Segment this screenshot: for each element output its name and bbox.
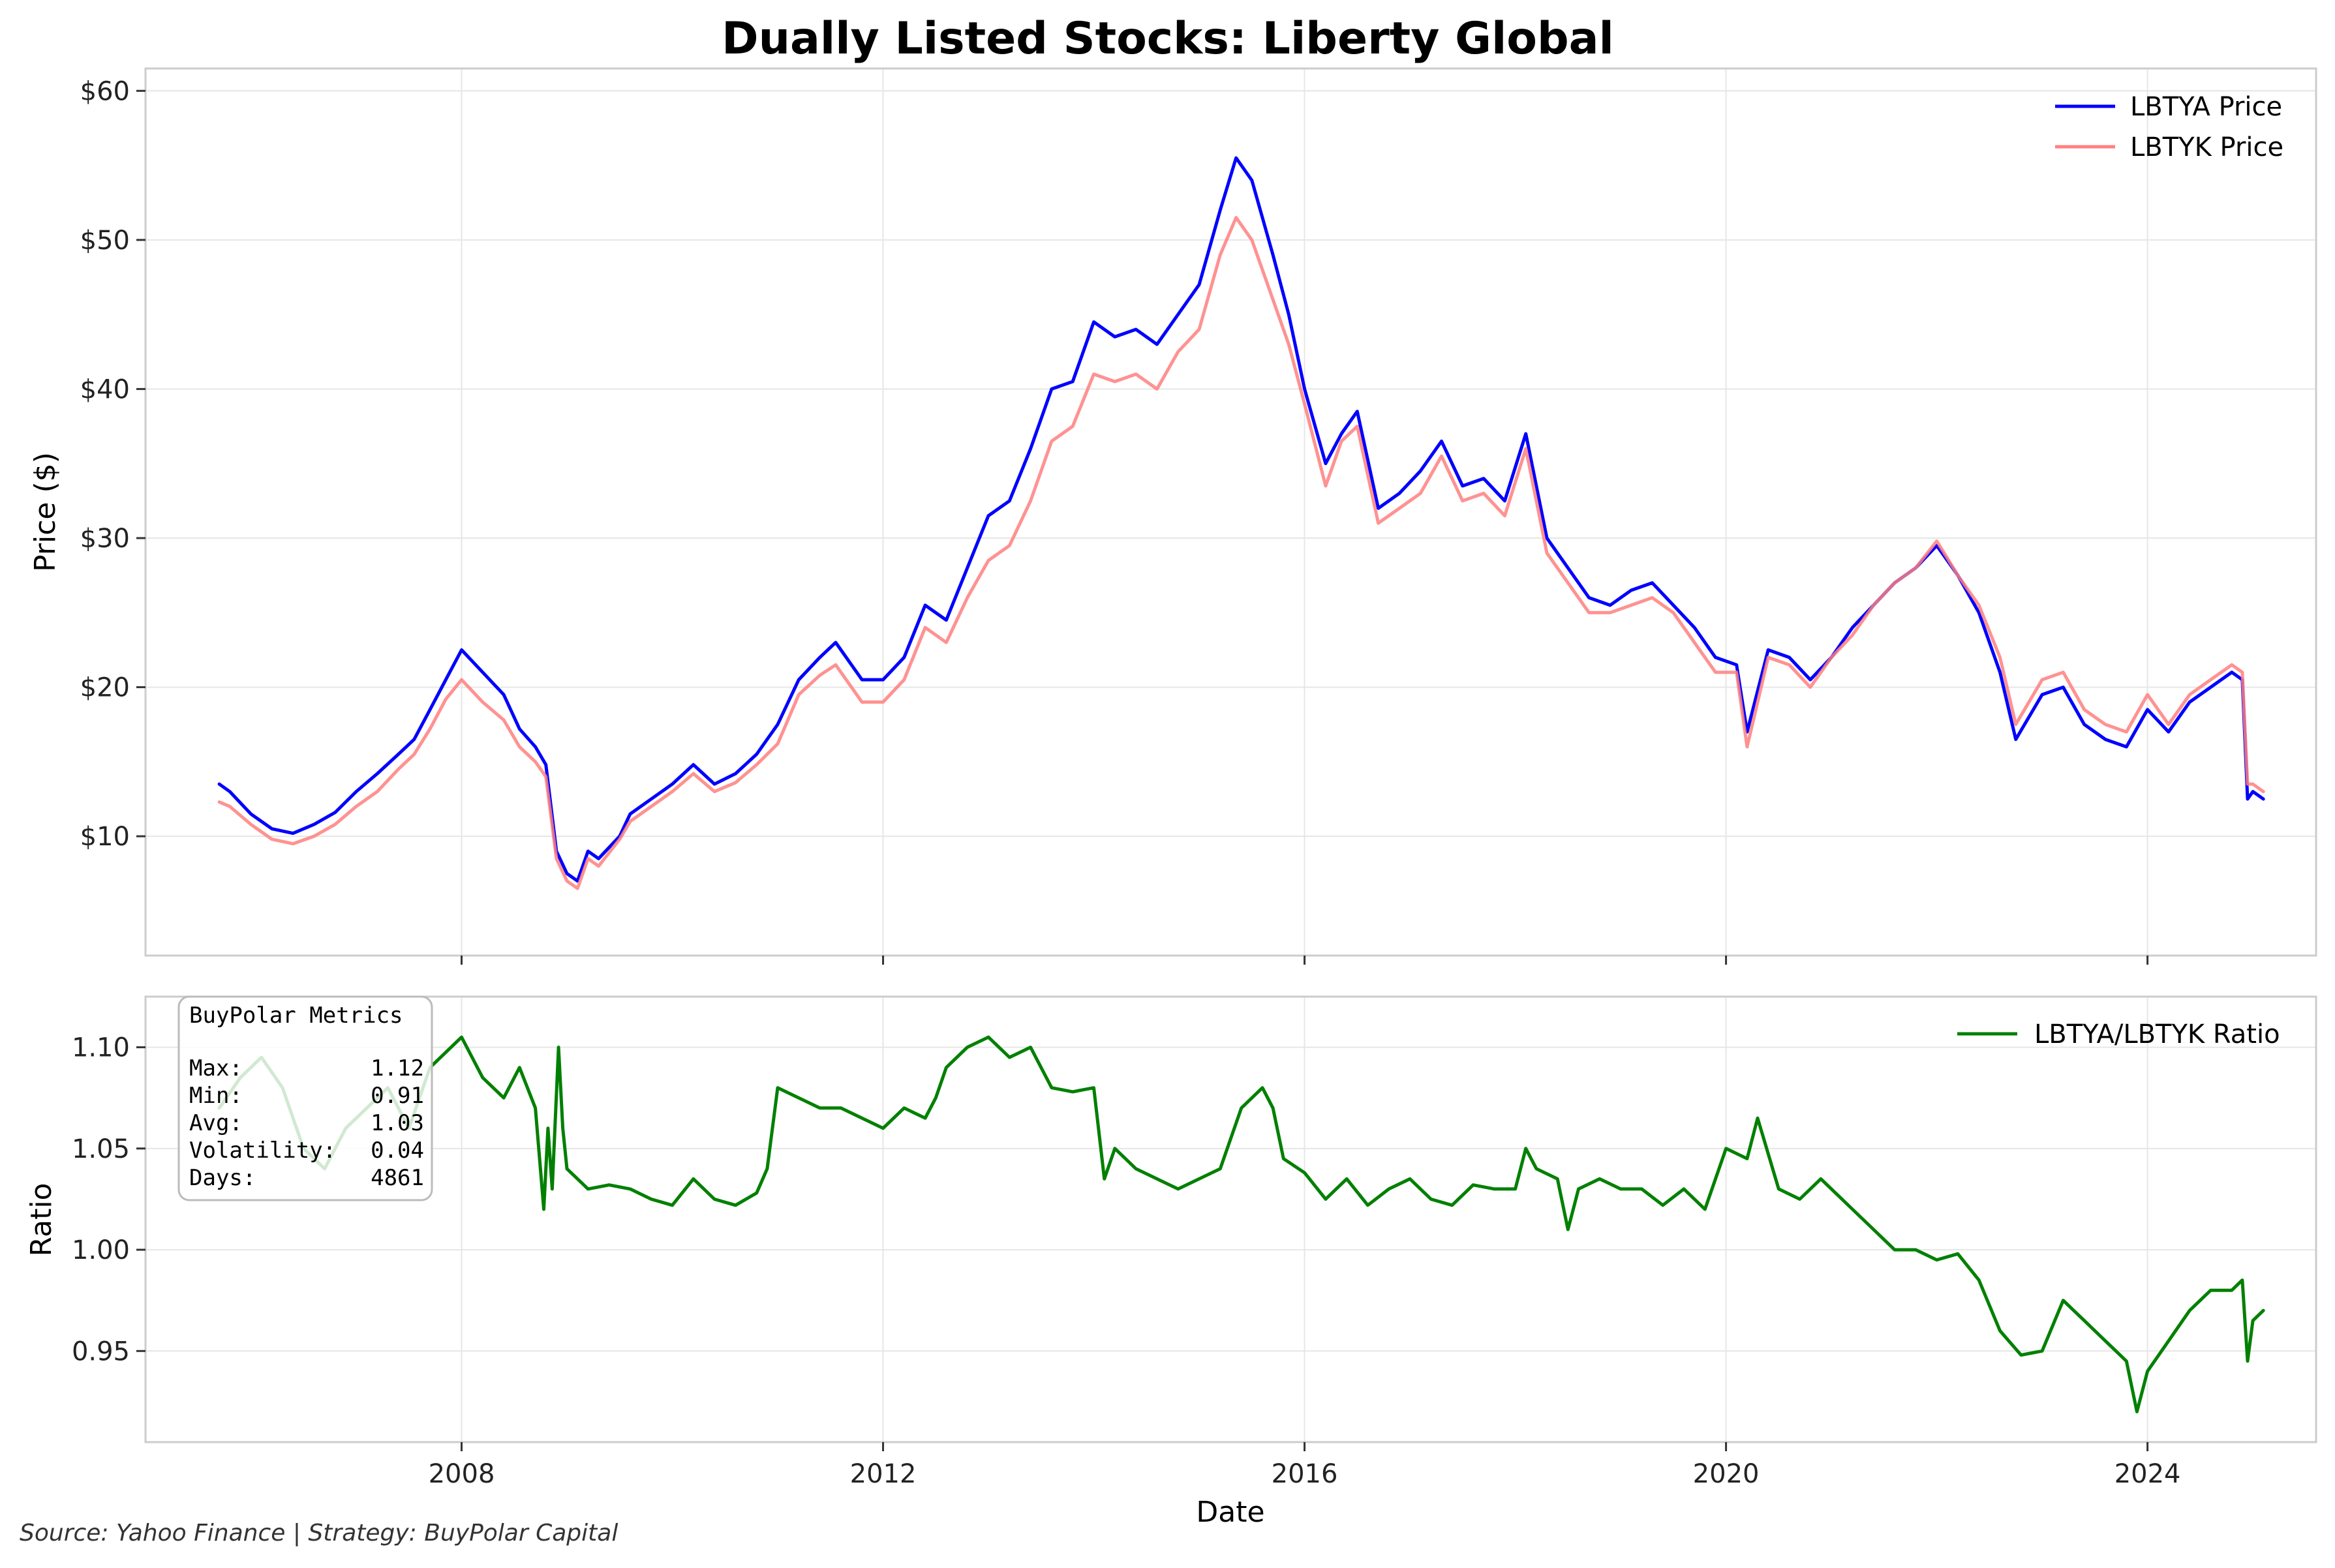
x-tick-label: 2024 <box>2114 1459 2181 1489</box>
metrics-row-label: Avg: <box>189 1110 243 1136</box>
ratio-y-axis-label: Ratio <box>25 1183 58 1257</box>
y-tick-label: 1.10 <box>72 1033 130 1063</box>
x-axis-label: Date <box>1196 1496 1264 1529</box>
x-tick-label: 2008 <box>429 1459 495 1489</box>
price-y-axis-label: Price ($) <box>29 452 62 572</box>
ratio-grid <box>145 997 2316 1442</box>
y-tick-label: $30 <box>80 524 130 554</box>
metrics-row-label: Max: <box>189 1055 243 1081</box>
price-plot-frame <box>144 67 2317 957</box>
y-tick-label: 1.05 <box>72 1134 130 1164</box>
ratio-series-lines <box>217 1035 2265 1413</box>
price-y-ticks: $10 $20 $30 $40 $50 $60 <box>80 76 145 852</box>
y-tick-label: $20 <box>80 673 130 703</box>
ratio-legend: LBTYA/LBTYK Ratio <box>1957 1019 2280 1049</box>
metrics-row-value: 4861 <box>371 1165 424 1191</box>
ratio-plot-frame <box>144 995 2317 1443</box>
metrics-box: BuyPolar Metrics Max: 1.12 Min: 0.91 Avg: 1.0… <box>177 995 433 1201</box>
legend-label-lbtyk: LBTYK Price <box>2130 132 2283 162</box>
x-tick-label: 2020 <box>1693 1459 1760 1489</box>
series-line-lbtya-lbtyk-ratio <box>217 1035 2265 1413</box>
price-panel: $10 $20 $30 $40 $50 $60 Price ($) LBTYA Price… <box>29 67 2317 965</box>
price-series-lines <box>217 156 2265 890</box>
metrics-row-value: 1.12 <box>371 1055 424 1081</box>
chart-title: Dually Listed Stocks: Liberty Global <box>722 13 1614 65</box>
series-line-lbtyk-price <box>217 216 2265 890</box>
metrics-row-value: 0.91 <box>371 1083 424 1109</box>
x-tick-label: 2016 <box>1272 1459 1338 1489</box>
legend-label-ratio: LBTYA/LBTYK Ratio <box>2034 1019 2280 1049</box>
x-tick-label: 2012 <box>850 1459 917 1489</box>
metrics-row-value: 1.03 <box>371 1110 424 1136</box>
series-line-lbtya-price <box>217 156 2265 883</box>
metrics-box-frame <box>177 995 433 1201</box>
metrics-row-value: 0.04 <box>371 1138 424 1164</box>
y-tick-label: $10 <box>80 822 130 852</box>
metrics-row-label: Volatility: <box>189 1138 336 1164</box>
y-tick-label: $40 <box>80 374 130 404</box>
y-tick-label: $50 <box>80 226 130 256</box>
price-grid <box>145 68 2316 956</box>
ratio-x-ticks: 2008 2012 2016 2020 2024 <box>429 1442 2181 1489</box>
ratio-y-ticks: 0.95 1.00 1.05 1.10 <box>72 1033 145 1366</box>
y-tick-label: 0.95 <box>72 1336 130 1366</box>
y-tick-label: $60 <box>80 76 130 106</box>
y-tick-label: 1.00 <box>72 1235 130 1265</box>
metrics-row-label: Min: <box>189 1083 243 1109</box>
legend-label-lbtya: LBTYA Price <box>2130 92 2282 122</box>
metrics-rows: Max: 1.12 Min: 0.91 Avg: 1.03 Volatility: 0.04 D… <box>189 1055 424 1191</box>
price-x-ticks <box>461 956 2149 965</box>
source-footer: Source: Yahoo Finance | Strategy: BuyPol… <box>20 1520 618 1546</box>
ratio-panel: 0.95 1.00 1.05 1.10 2008 2012 2016 2020 2024 Ra… <box>25 995 2317 1529</box>
price-legend: LBTYA Price LBTYK Price <box>2055 92 2283 162</box>
metrics-row-label: Days: <box>189 1165 256 1191</box>
metrics-title: BuyPolar Metrics <box>189 1003 403 1029</box>
